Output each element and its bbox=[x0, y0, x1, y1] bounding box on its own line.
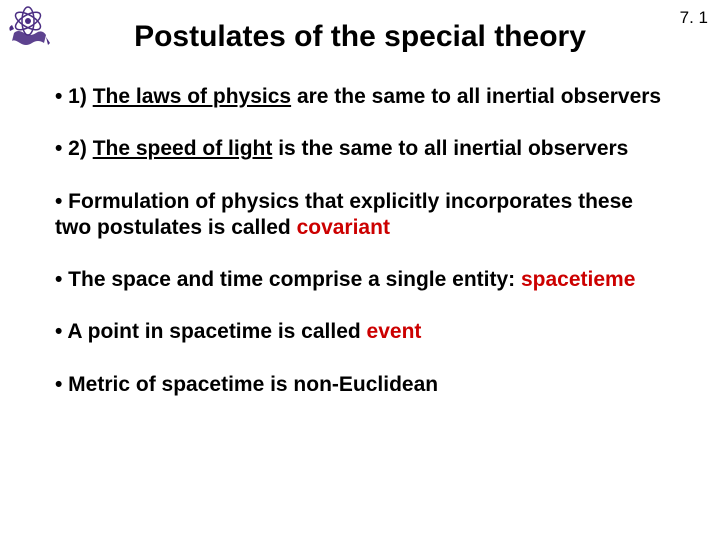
content-area: • 1) The laws of physics are the same to… bbox=[0, 54, 720, 398]
bullet-2-underline: The speed of light bbox=[93, 137, 273, 160]
bullet-4-text: • The space and time comprise a single e… bbox=[55, 268, 521, 291]
bullet-1-prefix: • 1) bbox=[55, 85, 93, 108]
bullet-5: • A point in spacetime is called event bbox=[55, 319, 665, 345]
bullet-1-underline: The laws of physics bbox=[93, 85, 291, 108]
bullet-3: • Formulation of physics that explicitly… bbox=[55, 189, 665, 242]
bullet-2-prefix: • 2) bbox=[55, 137, 93, 160]
bullet-2-rest: is the same to all inertial observers bbox=[272, 137, 628, 160]
bullet-5-text: • A point in spacetime is called bbox=[55, 320, 367, 343]
bullet-4: • The space and time comprise a single e… bbox=[55, 267, 665, 293]
page-number: 7. 1 bbox=[680, 8, 708, 28]
bullet-5-red: event bbox=[367, 320, 422, 343]
bullet-1-rest: are the same to all inertial observers bbox=[291, 85, 661, 108]
bullet-3-red: covariant bbox=[297, 216, 390, 239]
slide-title: Postulates of the special theory bbox=[0, 0, 720, 54]
bullet-6: • Metric of spacetime is non-Euclidean bbox=[55, 372, 665, 398]
bullet-4-red: spacetieme bbox=[521, 268, 635, 291]
logo-icon bbox=[4, 3, 52, 51]
bullet-2: • 2) The speed of light is the same to a… bbox=[55, 136, 665, 162]
bullet-6-text: • Metric of spacetime is non-Euclidean bbox=[55, 373, 438, 396]
bullet-1: • 1) The laws of physics are the same to… bbox=[55, 84, 665, 110]
